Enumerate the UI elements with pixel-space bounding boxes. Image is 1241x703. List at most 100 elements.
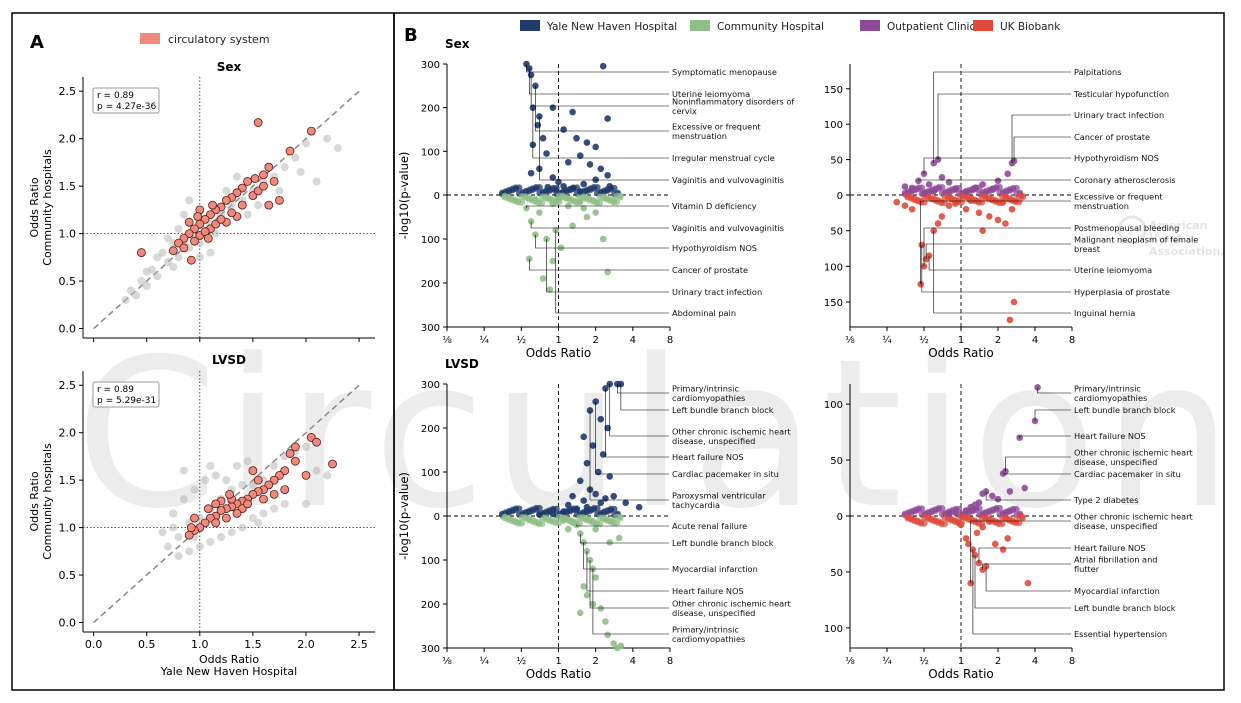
- annotation-leader: [617, 384, 669, 394]
- y-tick-label: 200: [421, 600, 440, 611]
- annotation-leader: [928, 255, 1071, 271]
- x-tick-label: ½: [919, 655, 929, 667]
- data-point: [564, 501, 572, 509]
- data-point: [965, 540, 972, 548]
- dense-band-bottom: [904, 192, 1026, 207]
- data-point-other: [169, 509, 178, 518]
- annotation-label: Uterine leiomyoma: [1074, 265, 1152, 275]
- data-point: [555, 196, 562, 203]
- annotation-label: Heart failure NOS: [672, 452, 744, 462]
- annotation-leader: [1013, 136, 1071, 162]
- data-point: [576, 477, 584, 485]
- data-point-other: [206, 248, 215, 257]
- data-point: [986, 518, 993, 525]
- data-point: [1010, 298, 1018, 306]
- x-tick-label: 4: [1032, 656, 1038, 667]
- y-axis-label: -log10(p-value): [397, 472, 411, 560]
- x-tick-label: 2: [995, 656, 1001, 667]
- panel-a-plot-1: LVSD 0.0 0.0 0.5 0.5 1.0 1.0 1.5 1.5 2.0 2.0 2.5 2.5…: [28, 353, 375, 651]
- data-point: [560, 182, 567, 190]
- data-point-dense: [552, 519, 559, 527]
- annotation-leader: [970, 520, 1071, 584]
- x-axis-label-sub: Yale New Haven Hospital: [160, 665, 297, 678]
- data-point-circulatory: [227, 208, 237, 218]
- data-point: [952, 200, 959, 207]
- data-point: [934, 220, 942, 227]
- data-point-other: [232, 172, 241, 181]
- data-point-dense: [995, 520, 1003, 528]
- annotation-leader: [1037, 387, 1071, 394]
- data-point: [952, 186, 959, 193]
- data-point-dense: [512, 184, 520, 191]
- data-point-circulatory: [186, 255, 196, 265]
- x-tick-label: ¼: [882, 334, 892, 346]
- data-point: [920, 189, 928, 197]
- annotation-label: Other chronic ischemic heart disease, uns…: [1074, 512, 1194, 532]
- aha-logo-mark: [1117, 215, 1147, 245]
- data-point-dense: [935, 504, 942, 512]
- data-point: [908, 184, 916, 192]
- data-point-circulatory: [184, 217, 194, 227]
- volcano-plot-1: 0 50 100 150 50 100 150 ⅛ ¼ ½ 1 2 4 8 Odds Ratio Palpit…: [824, 64, 1198, 360]
- data-point-other: [211, 471, 220, 480]
- y-tick-label: 1.0: [59, 228, 77, 241]
- annotation-leader: [982, 563, 1071, 570]
- legend-label-circulatory: circulatory system: [168, 33, 270, 46]
- data-point-other: [291, 153, 300, 162]
- data-point: [549, 200, 557, 208]
- data-point-circulatory: [221, 513, 231, 523]
- y-tick-label: 2.5: [59, 379, 77, 392]
- data-point-dense: [515, 520, 522, 527]
- annotation-leader: [526, 64, 669, 73]
- stats-r: r = 0.89: [97, 91, 134, 101]
- data-point-other: [126, 286, 135, 295]
- data-point: [973, 529, 981, 537]
- data-point-dense: [1012, 519, 1020, 527]
- data-point-other: [280, 499, 289, 508]
- data-point: [901, 183, 909, 190]
- data-point: [599, 451, 607, 458]
- y-tick-label: 100: [421, 556, 440, 567]
- data-point-dense: [607, 505, 615, 513]
- data-point: [573, 134, 580, 142]
- watermark-text: Circulation: [75, 316, 1239, 554]
- data-point: [569, 108, 576, 116]
- data-point-circulatory: [253, 118, 263, 127]
- annotation-leader: [925, 243, 1071, 260]
- data-point-circulatory: [259, 181, 268, 191]
- data-point-other: [333, 144, 342, 153]
- annotation-label: Heart failure NOS: [1074, 431, 1146, 441]
- data-point-circulatory: [264, 200, 274, 210]
- data-point: [532, 196, 539, 203]
- data-point-other: [179, 495, 188, 504]
- data-point: [975, 499, 983, 506]
- annotation-leader: [985, 566, 1071, 592]
- data-point: [979, 227, 986, 234]
- data-point-other: [270, 461, 279, 470]
- x-tick-label: ½: [516, 655, 526, 667]
- annotation-leader: [589, 410, 669, 501]
- data-point: [599, 62, 607, 70]
- annotation-label: Left bundle branch block: [1074, 603, 1176, 613]
- data-point-other: [142, 267, 151, 276]
- data-point-other: [312, 177, 321, 186]
- data-point: [583, 503, 591, 511]
- data-point-other: [190, 485, 199, 494]
- data-point-circulatory: [269, 489, 279, 499]
- data-point-circulatory: [306, 126, 316, 136]
- data-point: [635, 503, 643, 511]
- annotation-label: Primary/intrinsic cardiomyopathies: [1074, 384, 1147, 404]
- annotation-label: Other chronic ischemic heart disease, uns…: [672, 599, 792, 619]
- annotation-leader: [589, 560, 669, 609]
- y-tick-label: 300: [421, 380, 440, 391]
- data-point: [597, 415, 605, 423]
- stats-box: [92, 381, 160, 408]
- stats-r: r = 0.89: [97, 385, 134, 395]
- data-point: [606, 473, 614, 480]
- data-point-other: [174, 552, 183, 561]
- y-axis-label: -log10(p-value): [397, 152, 411, 240]
- data-point-dense: [1012, 198, 1020, 206]
- annotation-label: Inguinal hernia: [1074, 308, 1135, 318]
- data-point-other: [158, 248, 167, 257]
